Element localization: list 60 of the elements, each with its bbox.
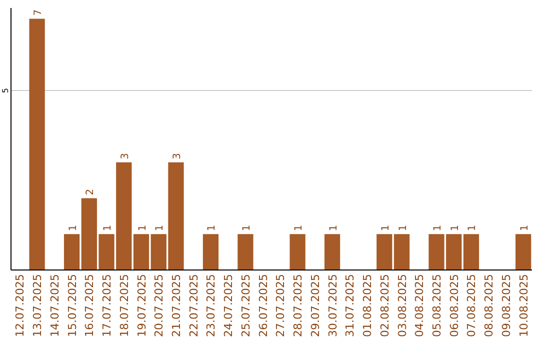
x-tick-label: 30.07.2025	[326, 274, 340, 337]
data-label: 1	[380, 224, 392, 232]
x-tick-label: 01.08.2025	[361, 274, 374, 337]
data-label: 3	[172, 152, 183, 160]
x-tick-label: 16.07.2025	[83, 274, 96, 337]
x-tick-label: 21.07.2025	[170, 274, 183, 337]
x-tick-label: 06.08.2025	[448, 274, 461, 337]
x-tick-label: 27.07.2025	[274, 274, 288, 337]
x-tick-label: 25.07.2025	[239, 274, 252, 337]
x-tick-label: 15.07.2025	[66, 274, 79, 337]
data-label: 1	[328, 224, 340, 232]
x-tick-label: 24.07.2025	[222, 274, 236, 337]
x-tick-label: 13.07.2025	[31, 274, 44, 337]
x-tick-label: 09.08.2025	[500, 274, 513, 337]
x-tick-label: 28.07.2025	[292, 274, 305, 337]
bar	[133, 234, 150, 270]
data-label: 1	[519, 224, 530, 232]
data-label: 1	[432, 224, 444, 232]
data-label: 1	[137, 224, 148, 232]
x-tick-label: 23.07.2025	[204, 274, 218, 337]
x-tick-label: 19.07.2025	[135, 274, 148, 337]
data-label: 1	[450, 224, 461, 232]
x-tick-label: 03.08.2025	[396, 274, 409, 337]
x-tick-label: 26.07.2025	[256, 274, 270, 337]
x-tick-label: 22.07.2025	[187, 274, 200, 337]
x-tick-label: 18.07.2025	[118, 274, 131, 337]
data-label: 1	[294, 224, 305, 232]
bar	[516, 234, 532, 270]
data-label: 1	[154, 224, 166, 232]
bar	[394, 234, 410, 270]
data-label: 1	[241, 224, 252, 232]
bar	[64, 234, 80, 270]
x-tick-label: 05.08.2025	[430, 274, 444, 337]
x-tick-label: 08.08.2025	[482, 274, 496, 337]
data-label: 3	[120, 152, 131, 160]
x-tick-label: 04.08.2025	[413, 274, 426, 337]
data-label: 1	[68, 224, 79, 232]
bar	[290, 234, 306, 270]
bar	[324, 234, 340, 270]
x-tick-label: 10.08.2025	[517, 274, 530, 337]
data-label: 1	[467, 224, 478, 232]
data-label: 1	[206, 224, 218, 232]
data-label: 1	[398, 224, 409, 232]
x-tick-label: 02.08.2025	[378, 274, 392, 337]
bar	[463, 234, 480, 270]
bar	[29, 18, 45, 270]
x-tick-label: 29.07.2025	[308, 274, 322, 337]
bar	[238, 234, 254, 270]
y-tick-label: 5	[1, 88, 10, 94]
x-tick-label: 12.07.2025	[14, 274, 27, 337]
bar	[202, 234, 219, 270]
x-tick-label: 20.07.2025	[152, 274, 166, 337]
x-tick-label: 31.07.2025	[344, 274, 357, 337]
data-label: 2	[85, 188, 96, 196]
x-tick-label: 07.08.2025	[465, 274, 478, 337]
x-tick-label: 14.07.2025	[48, 274, 62, 337]
data-label: 7	[33, 9, 44, 16]
bar	[376, 234, 392, 270]
x-tick-label: 17.07.2025	[100, 274, 114, 337]
data-label: 1	[102, 224, 114, 232]
